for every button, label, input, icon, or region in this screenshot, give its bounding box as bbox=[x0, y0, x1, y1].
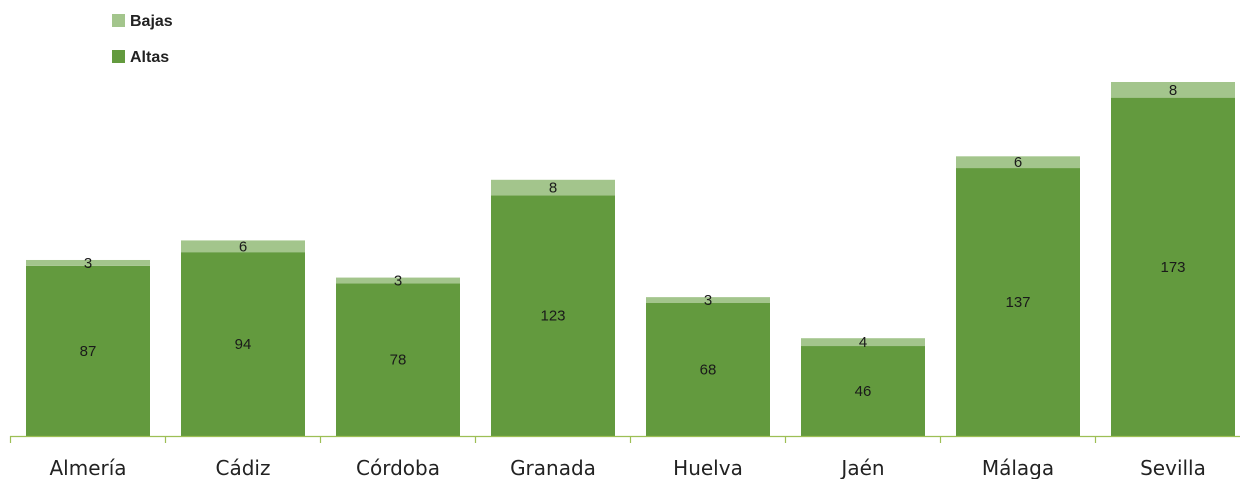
category-label-sevilla: Sevilla bbox=[1140, 456, 1206, 479]
value-label-altas-granada: 123 bbox=[540, 308, 565, 325]
bar-altas-cordoba bbox=[336, 283, 460, 436]
bar-bajas-sevilla bbox=[1111, 82, 1235, 98]
value-label-bajas-cadiz: 6 bbox=[239, 238, 247, 255]
value-label-bajas-cordoba: 3 bbox=[394, 273, 402, 290]
x-axis bbox=[9, 435, 1240, 443]
bar-altas-malaga bbox=[956, 168, 1080, 437]
bars: 87 3 94 6 78 3 123 8 68 3 46 4 137 6 173 8 bbox=[26, 82, 1235, 437]
category-label-huelva: Huelva bbox=[673, 456, 743, 479]
bar-bajas-cadiz bbox=[181, 240, 305, 253]
bar-altas-jaen bbox=[801, 346, 925, 436]
value-label-altas-malaga: 137 bbox=[1005, 294, 1030, 311]
category-label-jaen: Jaén bbox=[839, 456, 884, 479]
bar-bajas-almeria bbox=[26, 259, 150, 266]
value-label-altas-jaen: 46 bbox=[855, 383, 872, 400]
bar-bajas-granada bbox=[491, 179, 615, 196]
bar-bajas-huelva bbox=[646, 297, 770, 304]
value-label-bajas-sevilla: 8 bbox=[1169, 82, 1177, 99]
bar-bajas-cordoba bbox=[336, 277, 460, 284]
legend: Bajas Altas bbox=[112, 13, 173, 66]
value-label-bajas-granada: 8 bbox=[549, 180, 557, 197]
bar-altas-huelva bbox=[646, 303, 770, 436]
bar-altas-cadiz bbox=[181, 252, 305, 436]
bar-altas-granada bbox=[491, 195, 615, 436]
legend-label-bajas: Bajas bbox=[130, 13, 173, 30]
value-label-bajas-huelva: 3 bbox=[704, 292, 712, 309]
category-label-cadiz: Cádiz bbox=[216, 456, 271, 479]
value-label-bajas-malaga: 6 bbox=[1014, 154, 1022, 171]
legend-label-altas: Altas bbox=[130, 49, 169, 66]
bar-altas-sevilla bbox=[1111, 97, 1235, 436]
value-label-altas-almeria: 87 bbox=[80, 343, 97, 360]
value-label-altas-sevilla: 173 bbox=[1160, 259, 1185, 276]
category-label-malaga: Málaga bbox=[982, 456, 1054, 479]
category-labels: Almería Cádiz Córdoba Granada Huelva Jaén Mála… bbox=[49, 456, 1205, 479]
bar-bajas-malaga bbox=[956, 156, 1080, 169]
value-label-altas-cadiz: 94 bbox=[235, 336, 252, 353]
value-label-altas-cordoba: 78 bbox=[390, 352, 407, 369]
category-label-cordoba: Córdoba bbox=[356, 456, 440, 479]
value-label-altas-huelva: 68 bbox=[700, 362, 717, 379]
bar-altas-almeria bbox=[26, 265, 150, 436]
bar-bajas-jaen bbox=[801, 338, 925, 347]
value-label-bajas-jaen: 4 bbox=[859, 334, 867, 351]
legend-swatch-altas bbox=[112, 50, 125, 63]
value-label-bajas-almeria: 3 bbox=[84, 255, 92, 272]
legend-swatch-bajas bbox=[112, 14, 125, 27]
category-label-almeria: Almería bbox=[49, 456, 126, 479]
category-label-granada: Granada bbox=[510, 456, 596, 479]
